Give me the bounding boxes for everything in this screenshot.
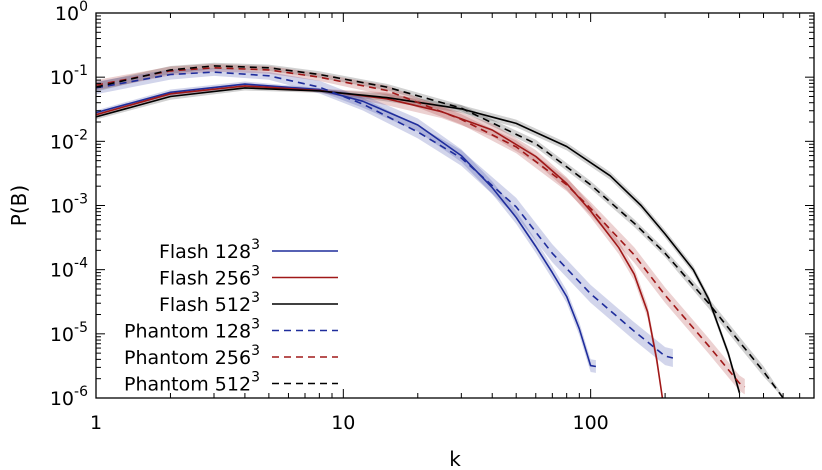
flash-128-line bbox=[95, 83, 597, 368]
uncertainty-bands bbox=[96, 62, 784, 399]
phantom-512-line bbox=[95, 65, 784, 399]
flash-256-line bbox=[95, 85, 664, 399]
legend-label-flash-128: Flash 1283 bbox=[159, 237, 260, 263]
phantom-256-line bbox=[95, 67, 746, 388]
legend-label-flash-256: Flash 2563 bbox=[159, 264, 260, 290]
legend-label-phantom-512: Phantom 5123 bbox=[124, 370, 260, 396]
y-tick-label: 100 bbox=[55, 0, 88, 25]
series-lines bbox=[95, 65, 784, 399]
y-tick-label: 10-4 bbox=[50, 256, 88, 282]
x-axis-label: k bbox=[449, 447, 461, 470]
x-tick-label: 1 bbox=[90, 412, 102, 434]
x-tick-label: 10 bbox=[331, 412, 355, 434]
y-tick-label: 10-1 bbox=[50, 63, 88, 89]
x-tick-label: 100 bbox=[573, 412, 609, 434]
y-tick-label: 10-2 bbox=[50, 127, 88, 153]
y-tick-label: 10-6 bbox=[50, 384, 88, 410]
y-tick-label: 10-5 bbox=[50, 320, 88, 346]
axis-ticks: 1 10 100 100 10-1 10-2 10-3 10-4 10-5 10-6 bbox=[50, 0, 815, 434]
legend-label-phantom-256: Phantom 2563 bbox=[124, 343, 260, 369]
flash-512-line bbox=[95, 87, 741, 394]
legend-label-phantom-128: Phantom 1283 bbox=[124, 317, 260, 343]
legend-label-flash-512: Flash 5123 bbox=[159, 290, 260, 316]
y-tick-label: 10-3 bbox=[50, 192, 88, 218]
phantom-256-band bbox=[96, 63, 745, 395]
y-axis-label: P(B) bbox=[7, 185, 31, 226]
